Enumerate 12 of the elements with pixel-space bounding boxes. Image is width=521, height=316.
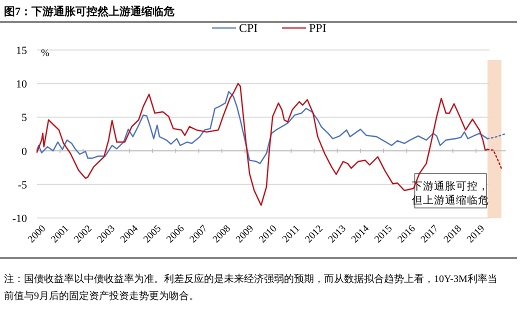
legend-label: PPI: [309, 21, 326, 35]
y-tick-label: -5: [18, 179, 28, 192]
y-tick-label: 15: [16, 45, 28, 57]
chart-title: 图7：下游通胀可控然上游通缩临危: [4, 5, 174, 18]
y-tick-label: 5: [22, 112, 28, 124]
y-tick-label: -10: [12, 213, 28, 225]
y-tick-label: 0: [22, 146, 28, 158]
text: 注：国债收益率以中债收益率为准。利差反应的是未来经济强弱的预期，而从数据拟合趋势上看，10Y-3M利率当前值与9月后的固定资产投资走势更为吻合。: [4, 273, 498, 302]
y-tick-label: 10: [16, 78, 28, 91]
y-axis-title: %: [41, 48, 50, 59]
legend-label: CPI: [239, 21, 258, 35]
x-tick-label: 2011: [280, 223, 302, 245]
